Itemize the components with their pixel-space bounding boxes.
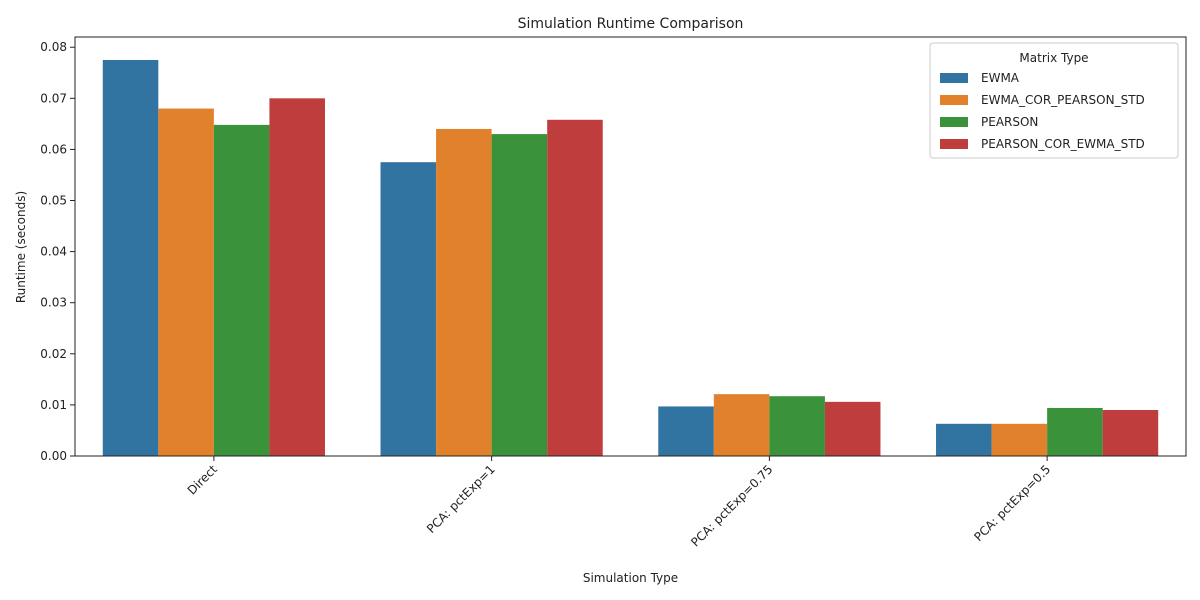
legend-label-ewma-cor-pearson-std: EWMA_COR_PEARSON_STD xyxy=(981,93,1145,107)
bar-ewma-0 xyxy=(102,59,159,457)
bar-ewma-3 xyxy=(936,423,992,456)
bar-pearson-cor-ewma-std-3 xyxy=(1102,410,1159,456)
y-tick-label: 0.07 xyxy=(40,91,67,105)
bar-pearson-cor-ewma-std-0 xyxy=(269,98,325,456)
y-tick-label: 0.03 xyxy=(40,296,67,310)
x-tick-label: PCA: pctExp=0.75 xyxy=(688,462,775,549)
y-axis-label: Runtime (seconds) xyxy=(14,191,28,303)
y-tick-label: 0.06 xyxy=(40,142,67,156)
x-tick-label: PCA: pctExp=0.5 xyxy=(971,462,1053,544)
x-tick-label: Direct xyxy=(185,462,221,498)
legend: Matrix Type EWMA EWMA_COR_PEARSON_STD PEARS… xyxy=(929,42,1179,159)
legend-swatch-ewma xyxy=(940,73,968,83)
bar-ewma-cor-pearson-std-0 xyxy=(158,108,214,456)
legend-title: Matrix Type xyxy=(1019,51,1088,65)
bar-pearson-1 xyxy=(491,134,548,456)
legend-label-ewma: EWMA xyxy=(981,71,1020,85)
bar-pearson-2 xyxy=(769,396,825,456)
y-tick-label: 0.04 xyxy=(40,245,67,259)
legend-box xyxy=(929,42,1179,159)
plot-frame xyxy=(74,36,1187,457)
legend-swatch-pearson-cor-ewma-std xyxy=(940,139,968,149)
chart-title: Simulation Runtime Comparison xyxy=(518,16,744,32)
bar-pearson-cor-ewma-std-2 xyxy=(824,401,881,456)
y-tick-label: 0.02 xyxy=(40,347,67,361)
bar-ewma-cor-pearson-std-2 xyxy=(713,394,770,456)
bar-ewma-cor-pearson-std-1 xyxy=(436,128,492,457)
x-axis-label: Simulation Type xyxy=(583,571,678,585)
x-tick-label: PCA: pctExp=1 xyxy=(424,462,498,536)
bar-ewma-1 xyxy=(380,162,437,456)
bar-pearson-0 xyxy=(213,124,270,456)
y-tick-label: 0.08 xyxy=(40,40,67,54)
legend-swatch-ewma-cor-pearson-std xyxy=(940,95,968,105)
legend-label-pearson-cor-ewma-std: PEARSON_COR_EWMA_STD xyxy=(981,137,1145,151)
y-tick-label: 0.01 xyxy=(40,398,67,412)
bar-pearson-3 xyxy=(1047,407,1103,456)
bar-ewma-cor-pearson-std-3 xyxy=(991,423,1048,456)
legend-label-pearson: PEARSON xyxy=(981,115,1038,129)
y-tick-label: 0.00 xyxy=(40,449,67,463)
legend-swatch-pearson xyxy=(940,117,968,127)
bar-ewma-2 xyxy=(658,406,714,456)
y-tick-label: 0.05 xyxy=(40,194,67,208)
bar-pearson-cor-ewma-std-1 xyxy=(547,119,603,456)
